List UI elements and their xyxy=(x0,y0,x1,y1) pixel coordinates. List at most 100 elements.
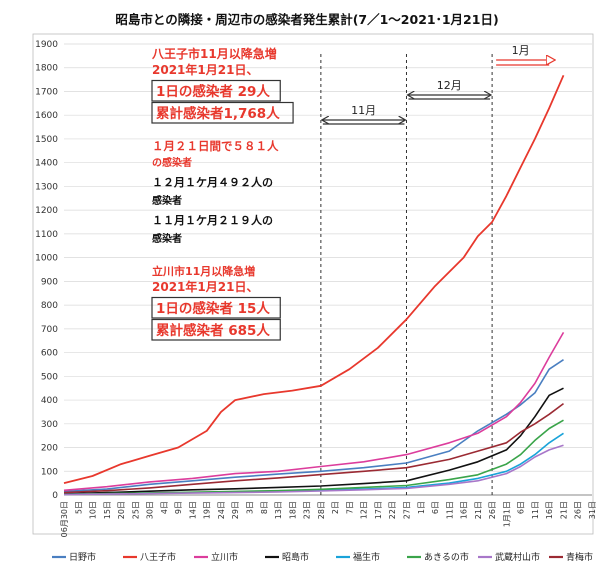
annotation-line: 1日の感染者 15人 xyxy=(156,300,270,317)
annotation-line: １２月１ケ月４９２人の xyxy=(152,175,273,189)
legend-entry: 日野市 xyxy=(69,551,96,563)
series-line xyxy=(63,359,564,493)
period-markers: 11月 12月 1月 xyxy=(320,44,553,495)
y-tick-label: 1400 xyxy=(35,159,58,169)
legend-entry: 青梅市 xyxy=(566,551,593,563)
x-tick-label: 15日 xyxy=(103,501,112,519)
x-tick-label: 16日 xyxy=(545,501,554,519)
y-tick-label: 1200 xyxy=(35,206,58,216)
x-tick-label: 13日 xyxy=(274,501,283,519)
x-tick-label: 19日 xyxy=(203,501,212,519)
y-tick-label: 600 xyxy=(41,349,58,359)
x-tick-label: 20日 xyxy=(117,501,126,519)
annotation-line: 累計感染者 685人 xyxy=(156,322,270,339)
x-tick-label: 11日 xyxy=(531,501,540,519)
y-tick-label: 1500 xyxy=(35,135,58,145)
annotation-line: １１月１ケ月２１９人の xyxy=(152,213,273,227)
chart-title: 昭島市との隣接・周辺市の感染者発生累計(7／1〜2021･1月21日) xyxy=(115,12,498,27)
y-tick-label: 1300 xyxy=(35,182,58,192)
legend-entry: 福生市 xyxy=(353,551,380,563)
x-tick-label: 6日 xyxy=(431,501,440,514)
annotation-box xyxy=(151,101,294,124)
x-tick-label: 14日 xyxy=(188,501,197,519)
x-tick-label: 30日 xyxy=(146,501,155,519)
series-line xyxy=(63,402,564,494)
y-tick-label: 500 xyxy=(41,372,58,382)
x-tick-label: 06月30日 xyxy=(60,501,69,537)
legend-entry: あきるの市 xyxy=(424,551,469,563)
y-tick-label: 100 xyxy=(41,467,58,477)
x-tick-label: 25日 xyxy=(131,501,140,519)
legend-entry: 八王子市 xyxy=(140,551,176,563)
period-label: 1月 xyxy=(512,44,530,57)
grid xyxy=(64,43,592,496)
y-axis: 0 100 200 300 400 500 600 700 800 900 1000 1100 1200… xyxy=(35,40,58,501)
x-tick-label: 7日 xyxy=(345,501,354,514)
annotation-line: 感染者 xyxy=(152,232,182,245)
x-tick-label: 21日 xyxy=(559,501,568,519)
x-tick-label: 23日 xyxy=(303,501,312,519)
x-tick-label: 1日 xyxy=(417,501,426,514)
annotation-line: 立川市11月以降急増 xyxy=(152,264,255,278)
series-line xyxy=(63,387,564,495)
y-tick-label: 1600 xyxy=(35,111,58,121)
x-tick-label: 2日 xyxy=(331,501,340,514)
series-line xyxy=(63,74,565,484)
annotation-line: １月２１日間で５８１人 xyxy=(152,139,279,153)
x-tick-label: 12日 xyxy=(360,501,369,519)
y-tick-label: 0 xyxy=(52,491,58,501)
legend-entry: 武蔵村山市 xyxy=(495,551,540,563)
annotation-line: 2021年1月21日、 xyxy=(152,62,258,77)
series-line xyxy=(63,332,565,492)
y-tick-label: 1000 xyxy=(35,254,58,264)
x-tick-label: 29日 xyxy=(231,501,240,519)
legend-entry: 昭島市 xyxy=(282,551,309,563)
x-tick-label: 24日 xyxy=(217,501,226,519)
x-tick-label: 11日 xyxy=(445,501,454,519)
annotation-box xyxy=(151,318,281,341)
y-tick-label: 300 xyxy=(41,420,58,430)
x-tick-label: 18日 xyxy=(288,501,297,519)
series-lines xyxy=(63,74,565,496)
x-tick-label: 27日 xyxy=(402,501,411,519)
annotation-box xyxy=(151,79,281,102)
annotation-line: 累計感染者1,768人 xyxy=(156,105,280,122)
x-tick-label: 4日 xyxy=(160,501,169,514)
series-line xyxy=(63,444,564,496)
legend-entry: 立川市 xyxy=(211,551,238,563)
annotation-box xyxy=(151,296,281,319)
y-tick-label: 1100 xyxy=(35,230,58,240)
x-axis: 06月30日 5日 10日 15日 20日 25日 30日 4日 9日 14日 19日 24日 29日 3… xyxy=(60,501,597,537)
x-tick-label: 28日 xyxy=(317,501,326,519)
x-tick-label: 3日 xyxy=(246,501,255,514)
x-tick-label: 26日 xyxy=(574,501,583,519)
annotation-line: 八王子市11月以降急増 xyxy=(151,46,277,61)
x-tick-label: 31日 xyxy=(588,501,597,519)
plot-frame xyxy=(32,33,594,535)
x-tick-label: 17日 xyxy=(374,501,383,519)
x-tick-label: 10日 xyxy=(89,501,98,519)
y-tick-label: 200 xyxy=(41,444,58,454)
y-tick-label: 1800 xyxy=(35,64,58,74)
y-tick-label: 800 xyxy=(41,301,58,311)
x-tick-label: 21日 xyxy=(474,501,483,519)
x-tick-label: 8日 xyxy=(260,501,269,514)
period-label: 12月 xyxy=(437,79,462,92)
x-tick-label: 16日 xyxy=(460,501,469,519)
annotation-line: の感染者 xyxy=(152,156,192,169)
y-tick-label: 900 xyxy=(41,277,58,287)
y-tick-label: 1700 xyxy=(35,87,58,97)
y-tick-label: 700 xyxy=(41,325,58,335)
x-tick-label: 26日 xyxy=(488,501,497,519)
annotation-line: 感染者 xyxy=(152,194,182,207)
x-tick-label: 5日 xyxy=(74,501,83,514)
y-tick-label: 400 xyxy=(41,396,58,406)
legend: 日野市 八王子市 立川市 昭島市 福生市 あきるの市 武蔵村山市 青梅市 xyxy=(52,551,593,563)
y-tick-label: 1900 xyxy=(35,40,58,50)
x-tick-label: 22日 xyxy=(388,501,397,519)
annotation-line: 1日の感染者 29人 xyxy=(156,83,270,100)
x-tick-label: 9日 xyxy=(174,501,183,514)
x-tick-label: 1月1日 xyxy=(502,501,511,527)
